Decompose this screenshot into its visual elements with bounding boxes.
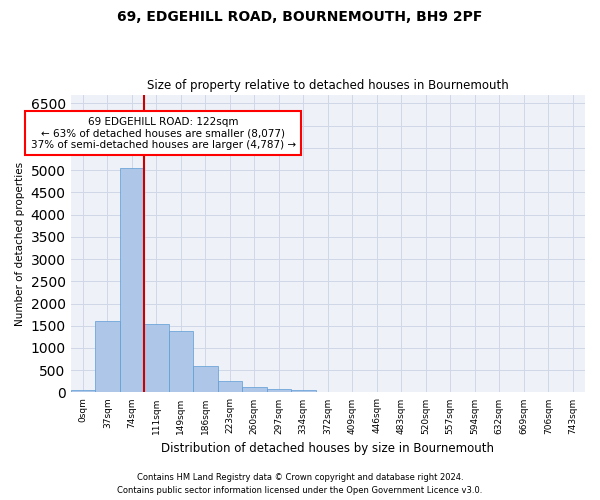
Y-axis label: Number of detached properties: Number of detached properties [15,162,25,326]
Bar [71,390,95,392]
Bar [144,324,169,392]
X-axis label: Distribution of detached houses by size in Bournemouth: Distribution of detached houses by size … [161,442,494,455]
Bar [169,331,193,392]
Bar [242,387,266,392]
Text: 69, EDGEHILL ROAD, BOURNEMOUTH, BH9 2PF: 69, EDGEHILL ROAD, BOURNEMOUTH, BH9 2PF [118,10,482,24]
Text: 69 EDGEHILL ROAD: 122sqm
← 63% of detached houses are smaller (8,077)
37% of sem: 69 EDGEHILL ROAD: 122sqm ← 63% of detach… [31,116,296,150]
Bar [266,389,291,392]
Bar [193,366,218,392]
Bar [119,168,144,392]
Text: Contains HM Land Registry data © Crown copyright and database right 2024.
Contai: Contains HM Land Registry data © Crown c… [118,474,482,495]
Title: Size of property relative to detached houses in Bournemouth: Size of property relative to detached ho… [147,79,509,92]
Bar [291,390,316,392]
Bar [218,381,242,392]
Bar [95,322,119,392]
